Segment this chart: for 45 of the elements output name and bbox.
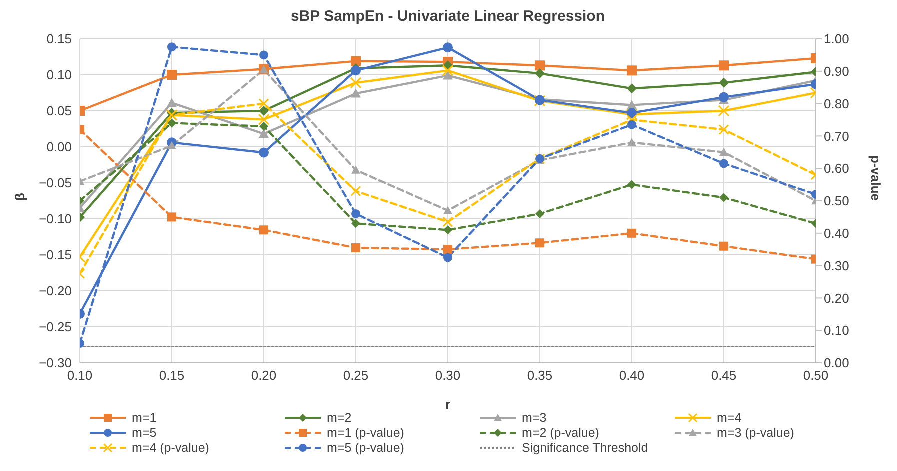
x-tick-label: 0.10 <box>67 368 93 384</box>
y2-tick-label: 0.10 <box>824 323 850 338</box>
chart-title: sBP SampEn - Univariate Linear Regression <box>290 8 606 25</box>
y2-tick-label: 1.00 <box>824 32 850 47</box>
y-axis-title: β <box>12 193 28 201</box>
x-tick-label: 0.15 <box>159 368 185 384</box>
legend-label: m=1 <box>132 411 157 425</box>
x-tick-label: 0.45 <box>711 368 737 384</box>
y2-tick-label: 0.50 <box>824 194 850 209</box>
y-tick-label: 0.15 <box>46 32 72 47</box>
x-tick-label: 0.35 <box>527 368 553 384</box>
x-axis-title: r <box>445 397 451 412</box>
legend-label: m=3 <box>522 411 547 425</box>
x-tick-label: 0.20 <box>251 368 277 384</box>
legend-label: Significance Threshold <box>522 441 648 455</box>
y2-axis-title: p-value <box>868 155 884 201</box>
x-tick-label: 0.50 <box>803 368 829 384</box>
y-tick-label: −0.30 <box>39 356 72 371</box>
y2-tick-label: 0.00 <box>824 356 850 371</box>
legend-label: m=1 (p-value) <box>327 426 404 440</box>
y2-tick-label: 0.90 <box>824 64 850 80</box>
y2-tick-label: 0.20 <box>824 290 850 306</box>
y-tick-label: −0.05 <box>39 176 72 191</box>
y2-tick-label: 0.30 <box>824 258 850 274</box>
y-tick-label: −0.25 <box>39 320 72 335</box>
y2-tick-label: 0.80 <box>824 96 850 112</box>
y2-tick-label: 0.60 <box>824 161 850 176</box>
legend-label: m=4 <box>717 411 742 425</box>
legend-label: m=4 (p-value) <box>132 441 210 455</box>
legend-label: m=2 (p-value) <box>522 426 600 440</box>
y2-tick-label: 0.40 <box>824 226 850 242</box>
legend-label: m=2 <box>327 411 352 425</box>
legend-label: m=3 (p-value) <box>717 426 794 440</box>
y-tick-label: −0.20 <box>39 284 72 299</box>
x-tick-label: 0.30 <box>435 368 461 384</box>
x-tick-label: 0.25 <box>343 368 369 384</box>
y-tick-label: −0.10 <box>39 212 72 227</box>
y-tick-label: 0.10 <box>46 68 72 83</box>
y-tick-label: −0.15 <box>39 248 72 263</box>
y-tick-label: 0.05 <box>46 104 72 119</box>
x-tick-label: 0.40 <box>619 368 645 384</box>
y-tick-label: 0.00 <box>46 140 72 155</box>
legend-label: m=5 <box>132 426 157 440</box>
y2-tick-label: 0.70 <box>824 128 850 144</box>
legend-label: m=5 (p-value) <box>327 441 404 455</box>
